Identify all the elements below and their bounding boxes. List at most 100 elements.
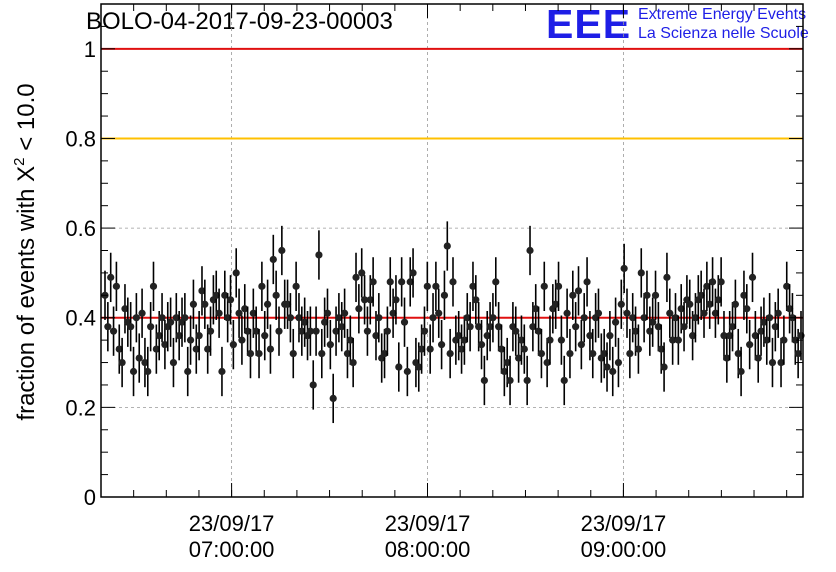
data-point bbox=[238, 336, 246, 344]
data-point bbox=[746, 341, 754, 349]
y-axis-label-superscript: 2 bbox=[11, 157, 28, 165]
data-point bbox=[292, 282, 300, 290]
data-point bbox=[138, 309, 146, 317]
data-point bbox=[754, 354, 762, 362]
data-point bbox=[629, 314, 637, 322]
data-point bbox=[358, 269, 366, 277]
data-point bbox=[338, 323, 346, 331]
data-point bbox=[740, 291, 748, 299]
data-point bbox=[666, 309, 674, 317]
data-point bbox=[184, 367, 192, 376]
data-point bbox=[703, 282, 711, 290]
data-point bbox=[691, 314, 700, 322]
data-point bbox=[566, 349, 574, 358]
data-point bbox=[341, 309, 349, 317]
data-point bbox=[560, 376, 568, 385]
data-point bbox=[135, 354, 143, 362]
data-point bbox=[611, 318, 620, 326]
data-point bbox=[475, 323, 483, 331]
data-point bbox=[246, 349, 255, 358]
data-point bbox=[737, 367, 745, 376]
data-point bbox=[443, 242, 451, 250]
data-point bbox=[572, 323, 580, 331]
data-point bbox=[517, 336, 526, 344]
data-point bbox=[186, 336, 195, 344]
data-point bbox=[204, 345, 212, 353]
grid-layer bbox=[101, 4, 803, 497]
data-point bbox=[643, 291, 651, 299]
data-point bbox=[355, 305, 363, 313]
data-point bbox=[121, 305, 129, 313]
data-point bbox=[249, 309, 257, 317]
data-points bbox=[101, 221, 805, 424]
data-point bbox=[435, 309, 443, 317]
data-point bbox=[226, 296, 235, 304]
data-point bbox=[386, 278, 394, 286]
data-point bbox=[785, 305, 794, 313]
data-point bbox=[127, 323, 135, 331]
data-point bbox=[363, 327, 372, 335]
data-point bbox=[449, 278, 457, 286]
data-point bbox=[432, 282, 440, 290]
data-point bbox=[552, 300, 560, 308]
data-point bbox=[406, 278, 414, 286]
data-point bbox=[329, 394, 337, 402]
data-point bbox=[392, 296, 400, 304]
data-point bbox=[543, 358, 551, 367]
data-point bbox=[218, 367, 226, 376]
chart-title: BOLO-04-2017-09-23-00003 bbox=[86, 8, 393, 35]
y-tick-label: 0.6 bbox=[65, 216, 96, 241]
data-point bbox=[221, 291, 229, 299]
data-point bbox=[318, 349, 326, 358]
data-point bbox=[389, 309, 397, 317]
y-tick-label: 0.8 bbox=[65, 126, 96, 151]
data-point bbox=[751, 332, 759, 340]
data-point bbox=[526, 246, 534, 255]
data-point bbox=[409, 269, 417, 277]
data-point bbox=[700, 309, 708, 317]
data-point bbox=[774, 309, 782, 317]
data-point bbox=[400, 318, 409, 326]
data-point bbox=[272, 291, 280, 299]
data-point bbox=[258, 282, 266, 290]
data-point bbox=[626, 349, 634, 358]
data-point bbox=[569, 291, 577, 299]
data-point bbox=[306, 327, 314, 335]
data-point bbox=[589, 349, 597, 358]
data-point bbox=[634, 345, 643, 353]
data-point bbox=[229, 341, 237, 349]
data-point bbox=[463, 314, 471, 322]
data-point bbox=[155, 332, 163, 340]
data-point bbox=[129, 367, 138, 376]
data-point bbox=[144, 367, 152, 376]
y-tick-label: 0.2 bbox=[65, 395, 96, 420]
data-point bbox=[623, 309, 631, 317]
data-point bbox=[580, 314, 588, 322]
data-point bbox=[255, 349, 263, 358]
data-point bbox=[532, 305, 540, 313]
axes: 00.20.40.60.8123/09/1707:00:0023/09/1708… bbox=[65, 3, 803, 562]
data-point bbox=[654, 323, 662, 331]
data-point bbox=[574, 287, 583, 295]
data-point bbox=[697, 291, 705, 299]
data-point bbox=[149, 282, 158, 290]
data-point bbox=[455, 332, 463, 340]
reference-lines bbox=[101, 47, 803, 319]
data-point bbox=[420, 327, 429, 335]
data-point bbox=[680, 323, 688, 331]
data-point bbox=[224, 314, 232, 322]
data-point bbox=[489, 314, 497, 322]
data-point bbox=[263, 300, 272, 308]
data-point bbox=[495, 323, 503, 331]
data-point bbox=[309, 381, 317, 389]
data-point bbox=[723, 354, 731, 362]
logo-line-1: Extreme Energy Events bbox=[638, 6, 807, 23]
data-point bbox=[757, 327, 765, 335]
data-point bbox=[172, 314, 180, 322]
data-point bbox=[335, 314, 343, 322]
data-point bbox=[369, 278, 377, 286]
data-point bbox=[212, 291, 220, 299]
data-point bbox=[520, 345, 528, 353]
data-point bbox=[503, 358, 511, 367]
data-point bbox=[181, 314, 189, 322]
